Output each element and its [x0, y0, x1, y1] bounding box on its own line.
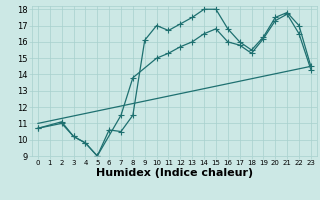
X-axis label: Humidex (Indice chaleur): Humidex (Indice chaleur) — [96, 168, 253, 178]
